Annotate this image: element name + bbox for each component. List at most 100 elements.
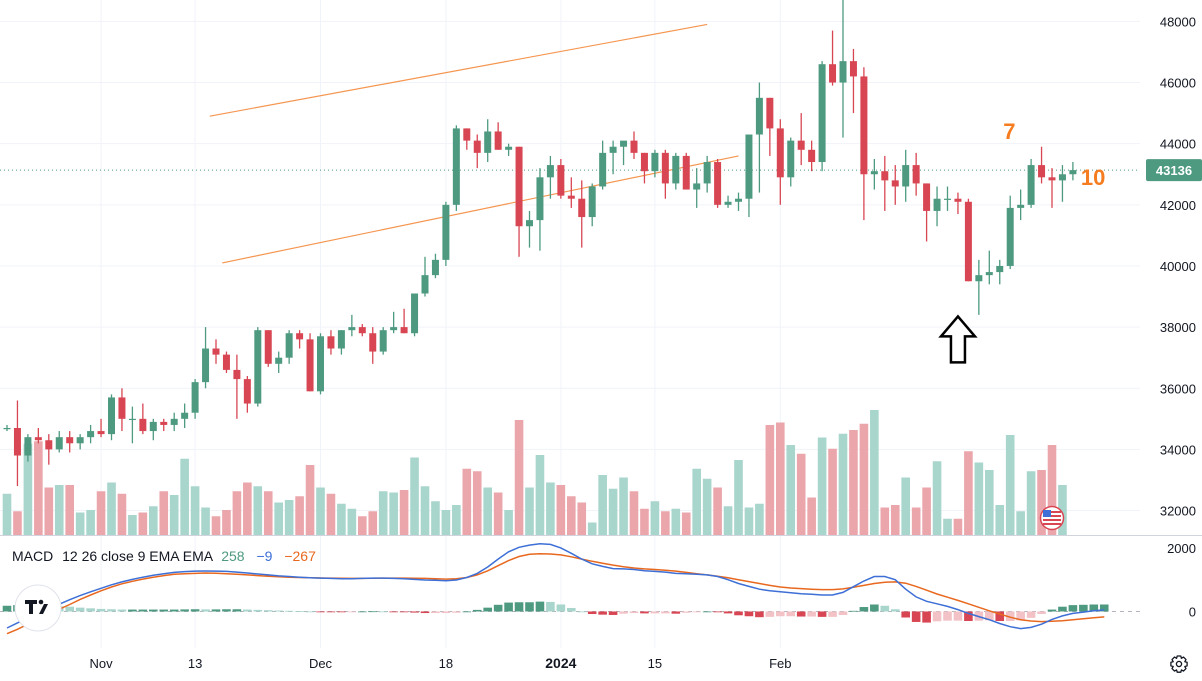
candle-body xyxy=(264,330,272,364)
candle-body xyxy=(923,183,931,211)
volume-bar xyxy=(870,410,879,535)
volume-bar xyxy=(263,491,273,535)
macd-histogram-bar xyxy=(389,611,398,613)
current-price-label: 43136 xyxy=(1156,163,1192,178)
macd-legend-macd-value: −9 xyxy=(256,548,272,564)
macd-histogram-bar xyxy=(911,611,921,622)
candle-body xyxy=(829,64,837,83)
volume-bar xyxy=(1016,511,1025,535)
macd-histogram-bar xyxy=(692,611,701,613)
candle-body xyxy=(212,348,220,355)
candle-body xyxy=(944,198,951,200)
macd-histogram-bar xyxy=(943,611,952,621)
volume-bar xyxy=(681,512,691,535)
volume-bar xyxy=(786,445,796,535)
candle-body xyxy=(588,186,596,218)
time-tick-label: Dec xyxy=(309,656,333,671)
volume-bar xyxy=(880,507,890,535)
candle-body xyxy=(160,421,168,425)
macd-histogram-bar xyxy=(263,610,273,612)
macd-histogram-bar xyxy=(1079,604,1088,612)
macd-histogram-bar xyxy=(117,609,127,612)
macd-histogram-bar xyxy=(368,611,378,613)
macd-histogram-bar xyxy=(232,609,242,612)
price-tick-label: 44000 xyxy=(1160,137,1196,152)
macd-histogram-bar xyxy=(870,604,879,612)
volume-bar xyxy=(337,503,346,535)
volume-bars xyxy=(2,410,1067,535)
macd-histogram-bar xyxy=(744,611,754,617)
candle-body xyxy=(1048,177,1056,181)
candle-body xyxy=(296,333,304,340)
candle-body xyxy=(797,140,805,150)
macd-histogram-bar xyxy=(535,601,545,612)
volume-bar xyxy=(399,490,409,535)
candle-body xyxy=(191,382,199,413)
up-arrow-icon xyxy=(938,314,978,364)
candle-body xyxy=(358,327,366,334)
volume-bar xyxy=(190,486,200,535)
macd-histogram-bar xyxy=(504,602,513,612)
macd-histogram-bar xyxy=(462,611,472,613)
macd-histogram-bar xyxy=(201,609,210,612)
volume-bar xyxy=(169,495,179,535)
time-axis: Nov 13 Dec 18 2024 15 Feb xyxy=(89,655,791,671)
candle-body xyxy=(181,412,189,419)
volume-bar xyxy=(117,493,127,535)
candle-body xyxy=(233,369,241,380)
tradingview-logo[interactable] xyxy=(14,584,62,632)
candle-body xyxy=(682,155,690,190)
macd-histogram-bar xyxy=(159,609,169,612)
macd-histogram-bar xyxy=(399,611,409,613)
candle-body xyxy=(755,97,763,135)
candle-body xyxy=(76,437,84,444)
candle-body xyxy=(243,379,251,404)
macd-legend-name: MACD xyxy=(12,548,53,564)
us-flag-icon[interactable] xyxy=(1039,505,1065,531)
volume-bar xyxy=(828,448,837,535)
candle-body xyxy=(1069,170,1077,175)
volume-bar xyxy=(2,493,12,535)
macd-histogram-bar xyxy=(65,606,74,612)
macd-legend-histogram-value: 258 xyxy=(221,548,245,564)
macd-histogram-bar xyxy=(431,611,440,614)
volume-bar xyxy=(274,502,283,535)
macd-histogram-bar xyxy=(765,611,775,617)
candle-body xyxy=(254,330,262,404)
macd-histogram-bar xyxy=(671,611,681,614)
gear-icon[interactable] xyxy=(1170,655,1188,673)
candle-body xyxy=(985,272,993,276)
volume-bar xyxy=(452,505,461,535)
volume-bar xyxy=(420,486,430,535)
volume-bar xyxy=(535,455,545,535)
candle-body xyxy=(808,149,816,163)
volume-bar xyxy=(316,487,325,535)
macd-histogram-bar xyxy=(420,611,430,614)
macd-histogram-bar xyxy=(713,611,722,613)
macd-histogram-bar xyxy=(556,604,566,612)
volume-bar xyxy=(723,506,733,535)
macd-histogram-bar xyxy=(1099,604,1109,612)
volume-bar xyxy=(953,518,963,535)
volume-bar xyxy=(284,500,294,535)
volume-bar xyxy=(964,451,973,535)
candle-body xyxy=(3,428,11,430)
candle-body xyxy=(118,397,126,419)
macd-histogram-bar xyxy=(483,607,492,612)
macd-histogram-bar xyxy=(326,611,336,613)
candle-body xyxy=(609,146,617,153)
volume-bar xyxy=(180,458,189,535)
candle-body xyxy=(661,152,669,184)
candle-body xyxy=(839,61,847,83)
macd-histogram-bar xyxy=(2,605,12,612)
volume-bar xyxy=(128,515,137,535)
macd-histogram-bar xyxy=(243,609,252,612)
macd-histogram-bar xyxy=(681,611,691,613)
time-tick-label: Nov xyxy=(89,656,113,671)
macd-histogram-bar xyxy=(452,611,461,613)
macd-histogram-bar xyxy=(577,611,587,613)
macd-histogram-bar xyxy=(337,611,346,613)
macd-histogram-bar xyxy=(608,611,618,615)
volume-bar xyxy=(1037,470,1046,535)
